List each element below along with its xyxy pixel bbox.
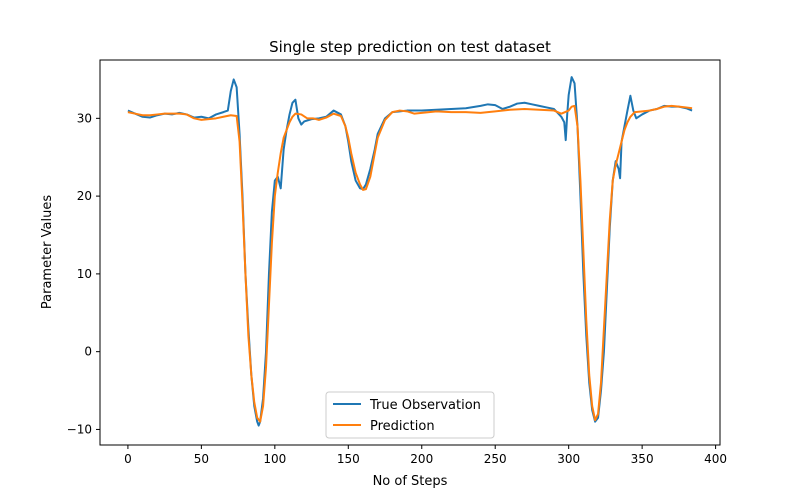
y-tick-label: 20 xyxy=(77,189,92,203)
y-axis-label: Parameter Values xyxy=(40,195,55,309)
y-tick-label: 30 xyxy=(77,111,92,125)
legend-label-prediction: Prediction xyxy=(370,419,435,434)
plot-frame xyxy=(99,59,721,446)
legend-label-true-observation: True Observation xyxy=(369,398,481,413)
x-tick-label: 100 xyxy=(263,452,286,466)
series-line-prediction xyxy=(127,104,693,423)
plot-area xyxy=(127,76,693,427)
x-axis-label: No of Steps xyxy=(373,474,448,489)
x-tick-label: 250 xyxy=(484,452,507,466)
y-tick-label: 10 xyxy=(77,267,92,281)
x-tick-label: 350 xyxy=(631,452,654,466)
x-tick-label: 300 xyxy=(557,452,580,466)
x-tick-label: 0 xyxy=(124,452,132,466)
chart-title: Single step prediction on test dataset xyxy=(269,38,551,56)
y-axis: −10 0 10 20 30 xyxy=(67,111,100,436)
x-tick-label: 150 xyxy=(337,452,360,466)
x-tick-label: 50 xyxy=(194,452,209,466)
legend: True Observation Prediction xyxy=(325,391,495,439)
y-tick-label: 0 xyxy=(84,345,92,359)
x-tick-label: 200 xyxy=(410,452,433,466)
legend-box xyxy=(325,391,495,439)
x-axis: 0 50 100 150 200 250 300 350 400 xyxy=(124,445,727,466)
x-tick-label: 400 xyxy=(704,452,727,466)
y-tick-label: −10 xyxy=(67,422,92,436)
